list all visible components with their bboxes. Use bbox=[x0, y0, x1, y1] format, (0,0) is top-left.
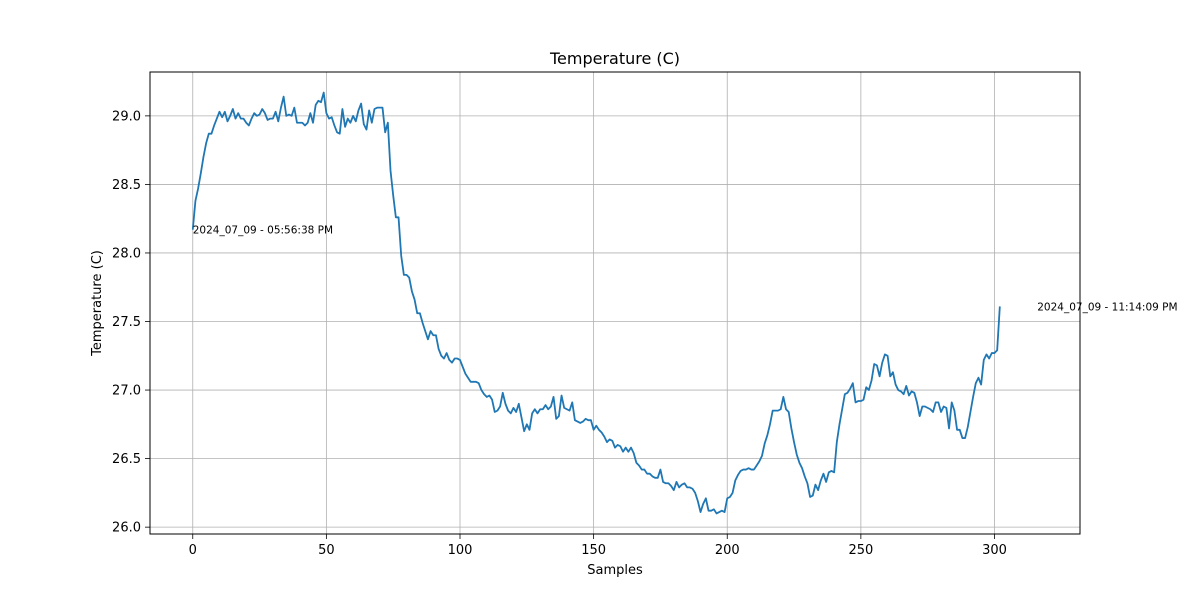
x-tick-label: 50 bbox=[318, 543, 335, 558]
y-tick-label: 29.0 bbox=[112, 109, 141, 124]
annotations: 2024_07_09 - 05:56:38 PM 2024_07_09 - 11:… bbox=[193, 225, 1178, 314]
end-timestamp-annotation: 2024_07_09 - 11:14:09 PM bbox=[1037, 301, 1177, 313]
plot-area-frame bbox=[149, 71, 1081, 535]
y-axis-label: Temperature (C) bbox=[90, 250, 105, 357]
x-tick-label: 100 bbox=[448, 543, 473, 558]
x-tick-label: 150 bbox=[581, 543, 606, 558]
series-layer bbox=[191, 91, 1001, 515]
x-axis-label: Samples bbox=[587, 563, 643, 578]
x-tick-label: 200 bbox=[715, 543, 740, 558]
ticks: 0 50 100 150 200 250 300 26.0 26.5 27.0 27.5 28.0 28… bbox=[112, 109, 1007, 558]
grid bbox=[150, 72, 1080, 534]
y-tick-label: 28.5 bbox=[112, 178, 141, 193]
start-timestamp-annotation: 2024_07_09 - 05:56:38 PM bbox=[193, 225, 333, 237]
y-tick-label: 26.5 bbox=[112, 452, 141, 467]
y-tick-label: 26.0 bbox=[112, 521, 141, 536]
y-tick-label: 27.5 bbox=[112, 315, 141, 330]
x-tick-label: 250 bbox=[848, 543, 873, 558]
temperature-series-line bbox=[191, 91, 1001, 515]
chart-title: Temperature (C) bbox=[549, 49, 680, 68]
y-tick-label: 27.0 bbox=[112, 384, 141, 399]
x-tick-label: 0 bbox=[189, 543, 197, 558]
x-tick-label: 300 bbox=[982, 543, 1007, 558]
y-tick-label: 28.0 bbox=[112, 246, 141, 261]
